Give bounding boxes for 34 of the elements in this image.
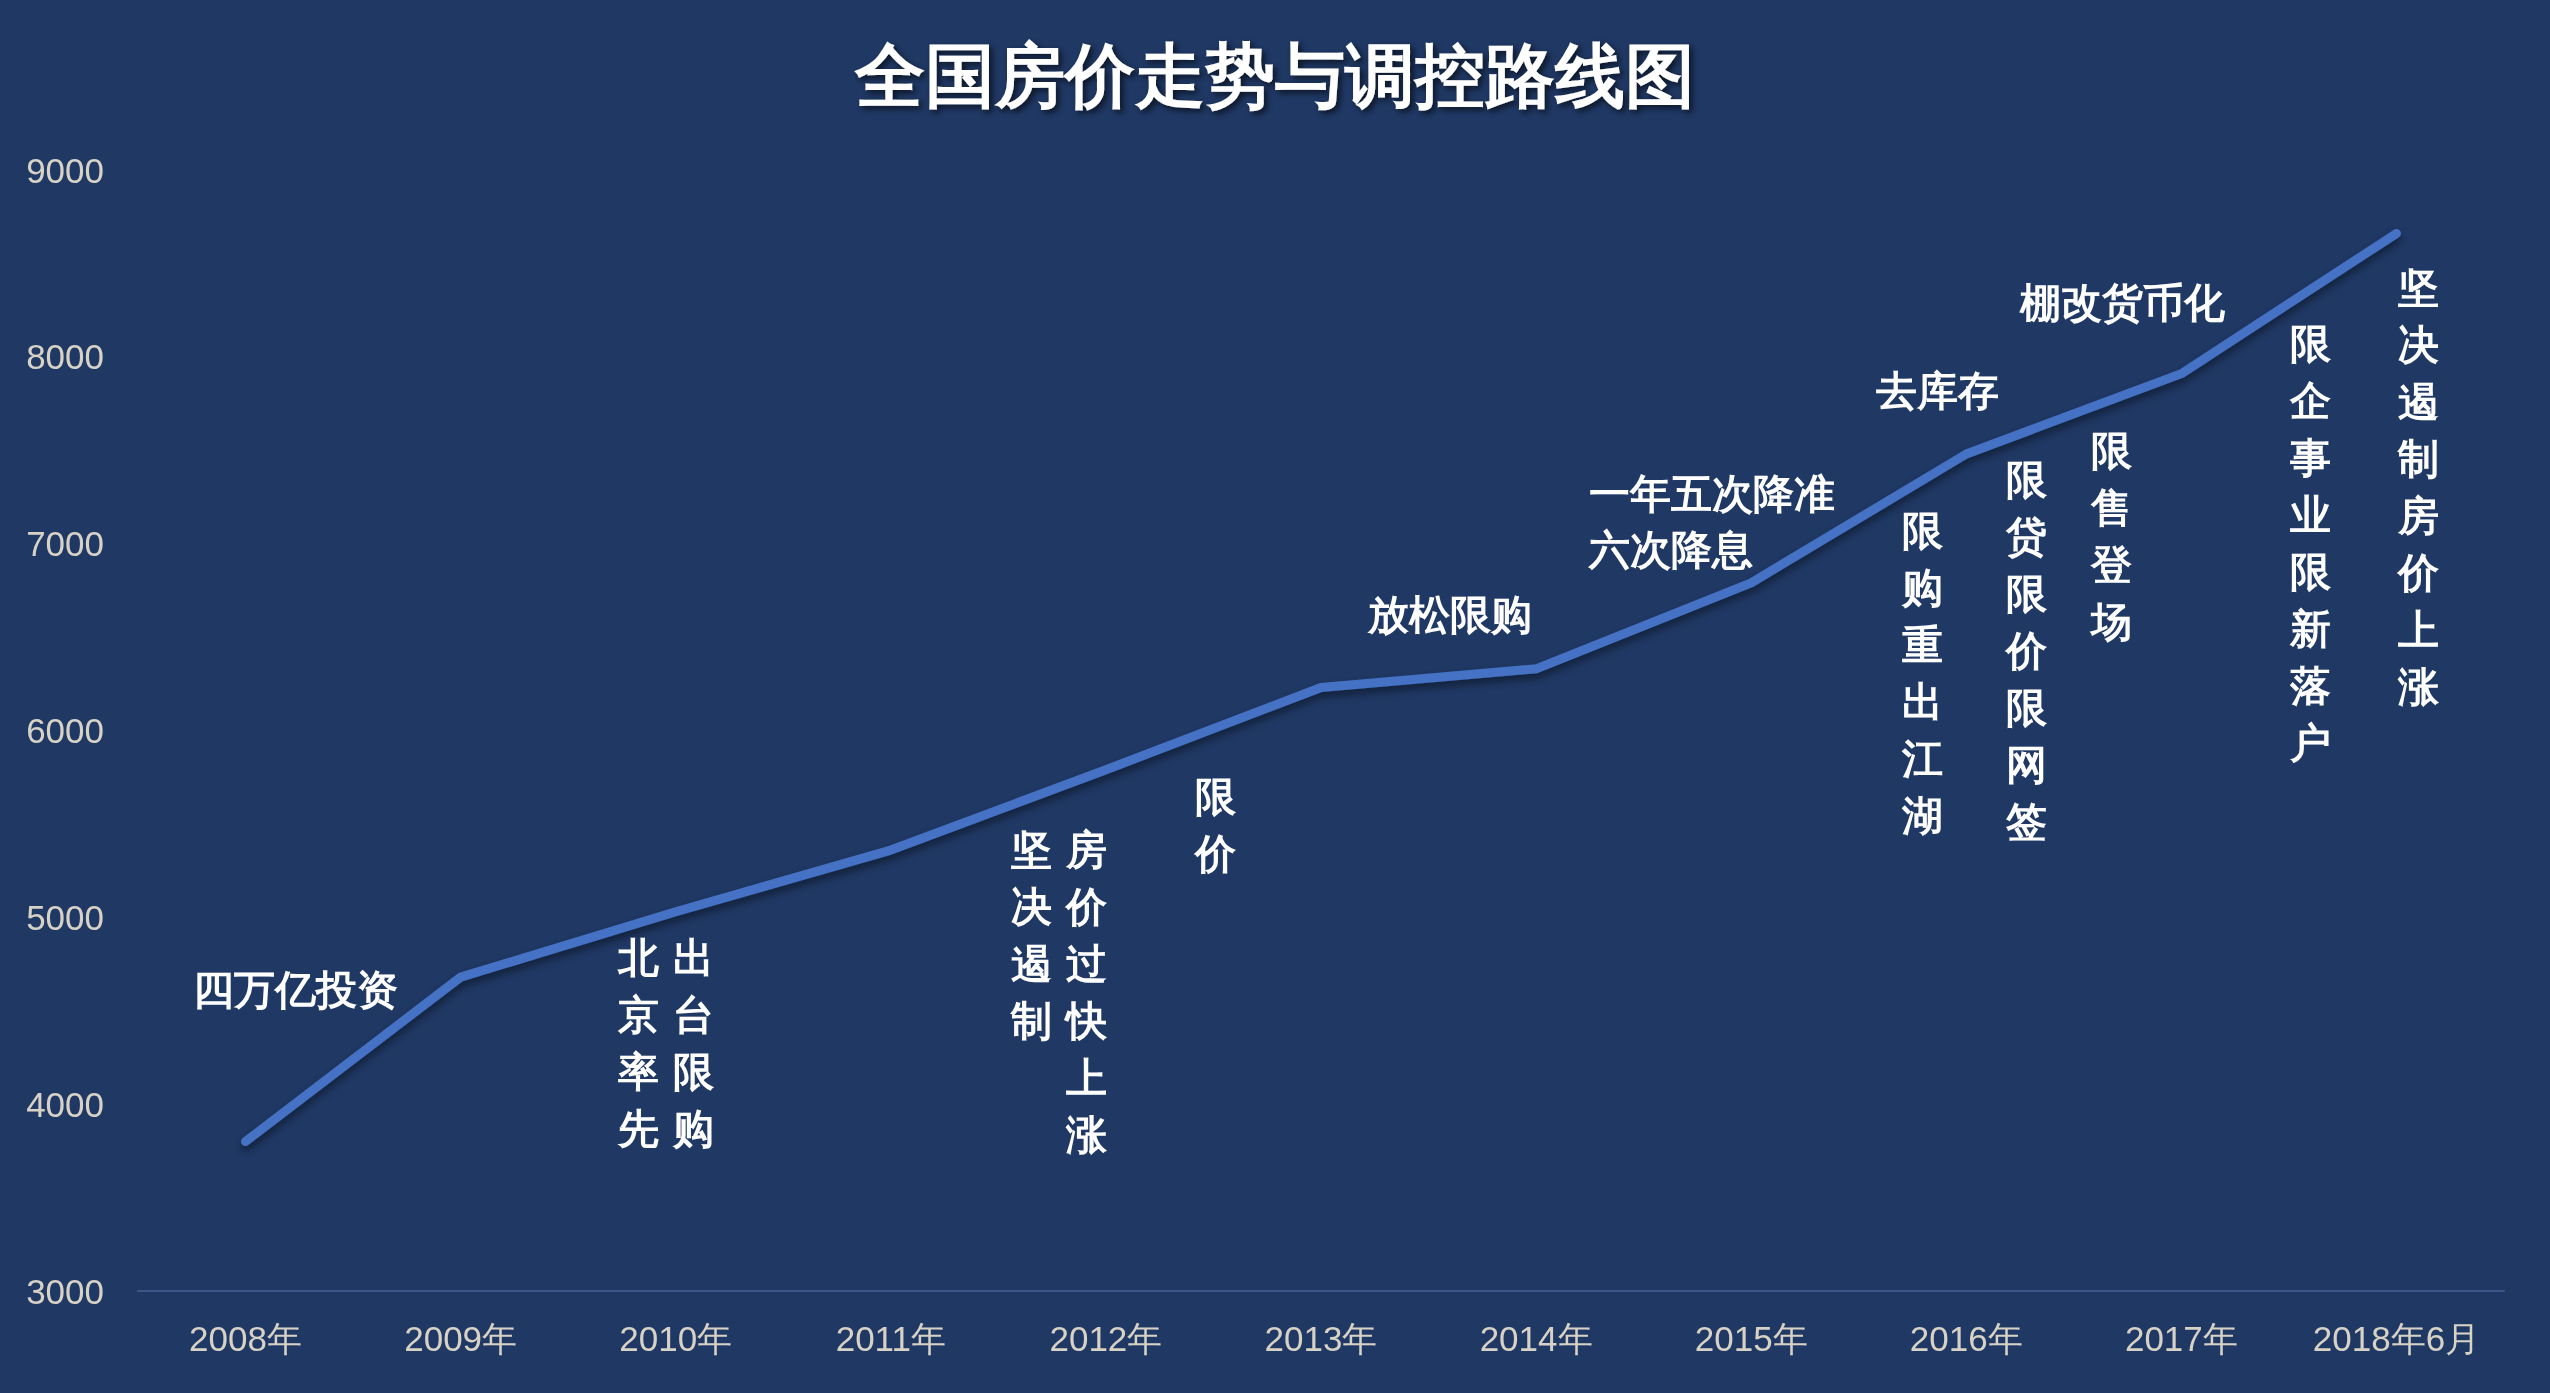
annotation: 坚决遏制房价上涨 (2396, 263, 2440, 712)
x-tick-label: 2014年 (1479, 1319, 1593, 1358)
x-tick-label: 2015年 (1694, 1319, 1808, 1358)
y-tick-label: 3000 (26, 1271, 104, 1311)
annotation: 限售登场 (2089, 427, 2133, 648)
annotation: 限价 (1193, 772, 1237, 879)
x-tick-label: 2009年 (404, 1319, 518, 1358)
y-tick-label: 5000 (26, 897, 104, 937)
x-tick-label: 2013年 (1264, 1319, 1378, 1358)
annotation: 房价过快上涨 (1063, 826, 1109, 1161)
x-tick-label: 2010年 (619, 1319, 733, 1358)
annotation: 限贷限价限网签 (2004, 456, 2048, 848)
annotation: 四万亿投资 (192, 966, 398, 1016)
y-tick-label: 7000 (26, 524, 104, 564)
annotation: 放松限购 (1368, 591, 1533, 641)
annotation: 去库存 (1876, 367, 2000, 417)
x-tick-label: 2016年 (1909, 1319, 2023, 1358)
y-tick-label: 6000 (26, 711, 104, 750)
annotation: 出台限购 (671, 934, 715, 1155)
x-tick-label: 2018年6月 (2312, 1319, 2481, 1358)
annotation: 坚决遏制 (1009, 826, 1053, 1047)
annotation: 一年五次降准六次降息 (1589, 470, 1836, 576)
annotation: 限购重出江湖 (1900, 506, 1944, 841)
annotation: 棚改货币化 (2020, 279, 2226, 329)
y-tick-label: 8000 (26, 337, 104, 377)
x-tick-label: 2011年 (835, 1319, 946, 1358)
x-tick-label: 2012年 (1049, 1319, 1163, 1358)
annotation: 限企事业限新落户 (2288, 320, 2332, 769)
annotation: 北京率先 (616, 934, 660, 1155)
y-tick-label: 9000 (26, 150, 104, 190)
x-tick-label: 2017年 (2124, 1319, 2238, 1358)
x-tick-label: 2008年 (189, 1319, 302, 1358)
y-tick-label: 4000 (26, 1084, 104, 1124)
chart-title: 全国房价走势与调控路线图 (854, 35, 1695, 117)
